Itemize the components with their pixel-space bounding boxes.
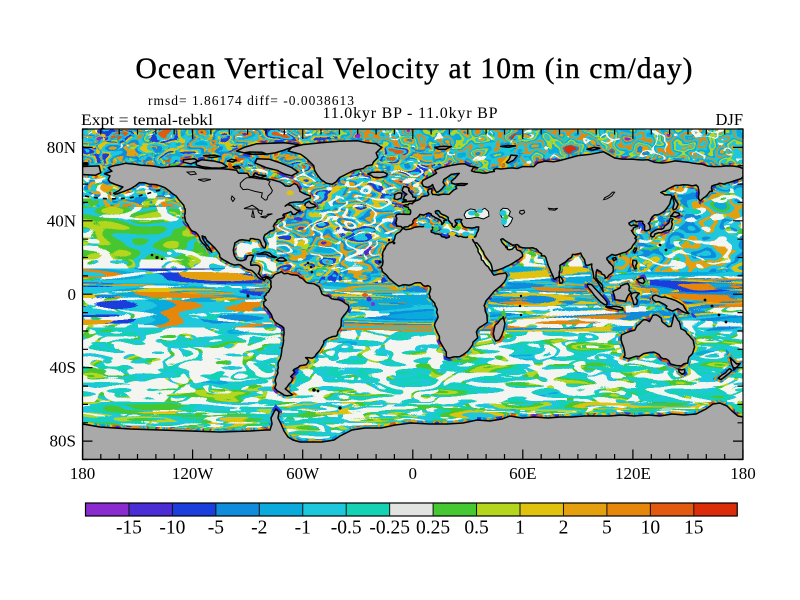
svg-text:-15: -15 bbox=[116, 518, 142, 539]
svg-text:0.25: 0.25 bbox=[416, 518, 450, 539]
svg-text:-2: -2 bbox=[251, 518, 267, 539]
svg-text:120E: 120E bbox=[615, 464, 651, 483]
svg-text:11.0kyr BP - 11.0kyr BP: 11.0kyr BP - 11.0kyr BP bbox=[323, 105, 498, 122]
svg-text:0: 0 bbox=[68, 285, 77, 304]
svg-text:0: 0 bbox=[409, 464, 418, 483]
svg-text:40S: 40S bbox=[50, 358, 76, 377]
svg-text:180: 180 bbox=[70, 464, 96, 483]
svg-text:120W: 120W bbox=[172, 464, 215, 483]
svg-text:DJF: DJF bbox=[715, 110, 743, 129]
svg-text:Ocean Vertical Velocity at 10m: Ocean Vertical Velocity at 10m (in cm/da… bbox=[136, 53, 693, 85]
svg-text:-1: -1 bbox=[295, 518, 311, 539]
svg-text:10: 10 bbox=[641, 518, 661, 539]
svg-text:40N: 40N bbox=[47, 211, 76, 230]
svg-text:60W: 60W bbox=[286, 464, 320, 483]
svg-text:180: 180 bbox=[730, 464, 756, 483]
svg-text:80N: 80N bbox=[47, 138, 76, 157]
svg-text:2: 2 bbox=[559, 518, 569, 539]
svg-text:80S: 80S bbox=[50, 432, 76, 451]
svg-text:-10: -10 bbox=[159, 518, 185, 539]
svg-text:rmsd= 1.86174 diff= -0.0038613: rmsd= 1.86174 diff= -0.0038613 bbox=[148, 93, 354, 108]
svg-text:1: 1 bbox=[515, 518, 525, 539]
svg-text:15: 15 bbox=[684, 518, 704, 539]
svg-text:-0.25: -0.25 bbox=[369, 518, 410, 539]
svg-text:-5: -5 bbox=[208, 518, 224, 539]
svg-text:0.5: 0.5 bbox=[464, 518, 488, 539]
svg-text:-0.5: -0.5 bbox=[331, 518, 362, 539]
svg-text:5: 5 bbox=[602, 518, 612, 539]
svg-text:Expt = temal-tebkl: Expt = temal-tebkl bbox=[81, 112, 213, 129]
svg-text:60E: 60E bbox=[509, 464, 536, 483]
